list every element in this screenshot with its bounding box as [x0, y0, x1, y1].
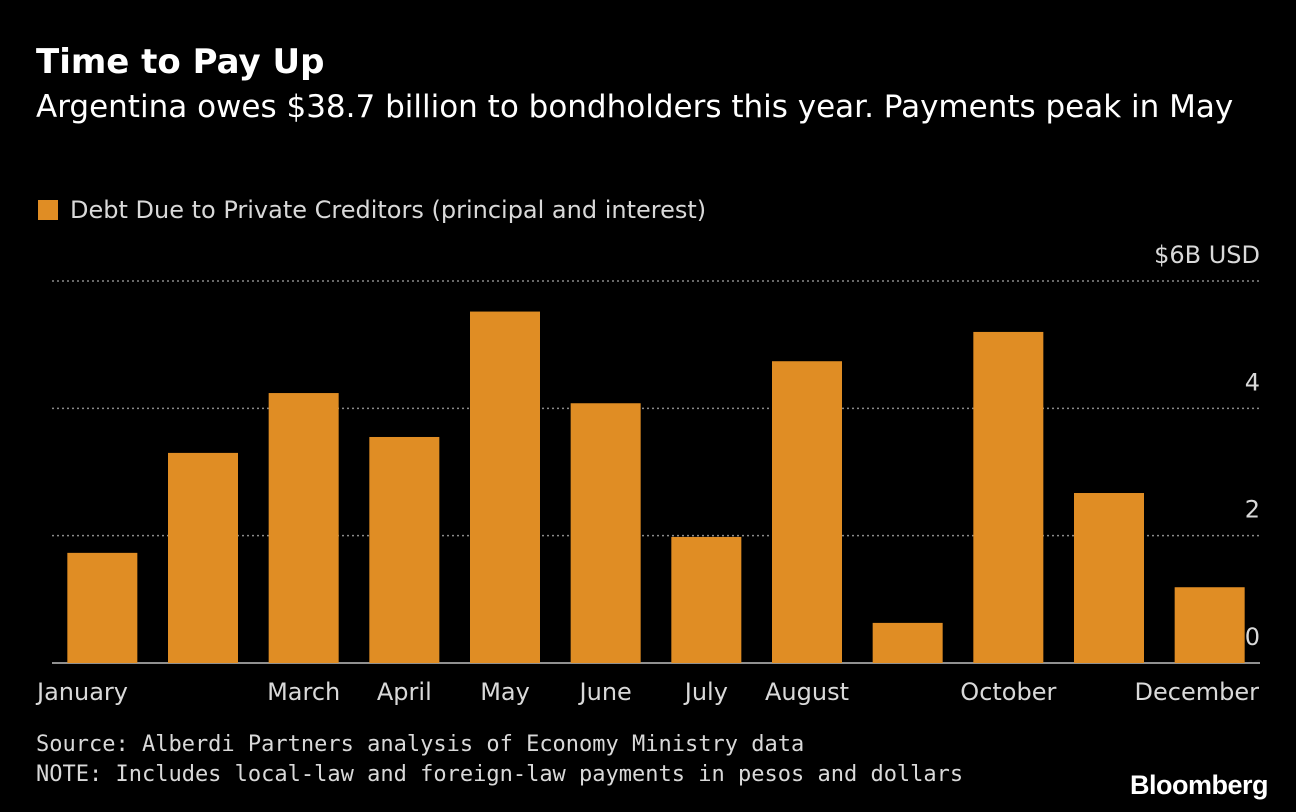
bar-november — [1074, 493, 1144, 663]
bar-january — [67, 552, 138, 663]
bar-august — [772, 361, 842, 663]
x-tick-label: January — [35, 678, 128, 706]
chart-footer: Source: Alberdi Partners analysis of Eco… — [36, 730, 963, 790]
x-tick-labels: January March April May June July August Octobe… — [35, 678, 1259, 706]
x-tick-label: October — [960, 678, 1056, 706]
footnote: NOTE: Includes local-law and foreign-law… — [36, 762, 964, 787]
chart-subtitle: Argentina owes $38.7 billion to bondhold… — [36, 89, 1234, 125]
bar-october — [973, 331, 1044, 663]
bar-september — [872, 622, 943, 663]
y-tick-labels: 0 2 4 $6B USD — [1154, 241, 1260, 651]
bar-december — [1174, 587, 1245, 663]
bars — [67, 311, 1245, 663]
legend-label: Debt Due to Private Creditors (principal… — [70, 196, 707, 224]
y-tick-label: 0 — [1245, 623, 1260, 651]
x-tick-label: July — [683, 678, 728, 706]
bar-june — [570, 403, 641, 663]
bar-february — [168, 452, 238, 663]
y-tick-label: 4 — [1245, 368, 1260, 396]
x-tick-label: May — [480, 678, 530, 706]
bar-july — [671, 536, 742, 663]
legend-swatch — [38, 200, 58, 220]
chart-legend: Debt Due to Private Creditors (principal… — [38, 194, 706, 226]
x-tick-label: March — [267, 678, 340, 706]
x-tick-label: April — [377, 678, 432, 706]
bloomberg-logo: Bloomberg — [1129, 770, 1269, 800]
x-tick-label: December — [1135, 678, 1260, 706]
x-tick-label: June — [578, 678, 632, 706]
chart-title: Time to Pay Up — [36, 42, 325, 82]
bar-may — [470, 311, 540, 663]
x-tick-label: August — [765, 678, 849, 706]
y-tick-label: 2 — [1245, 496, 1260, 524]
grid-lines — [52, 280, 1260, 664]
y-tick-label: $6B USD — [1154, 241, 1260, 269]
bar-march — [268, 393, 339, 663]
source-note: Source: Alberdi Partners analysis of Eco… — [36, 732, 805, 757]
bar-april — [369, 436, 440, 663]
